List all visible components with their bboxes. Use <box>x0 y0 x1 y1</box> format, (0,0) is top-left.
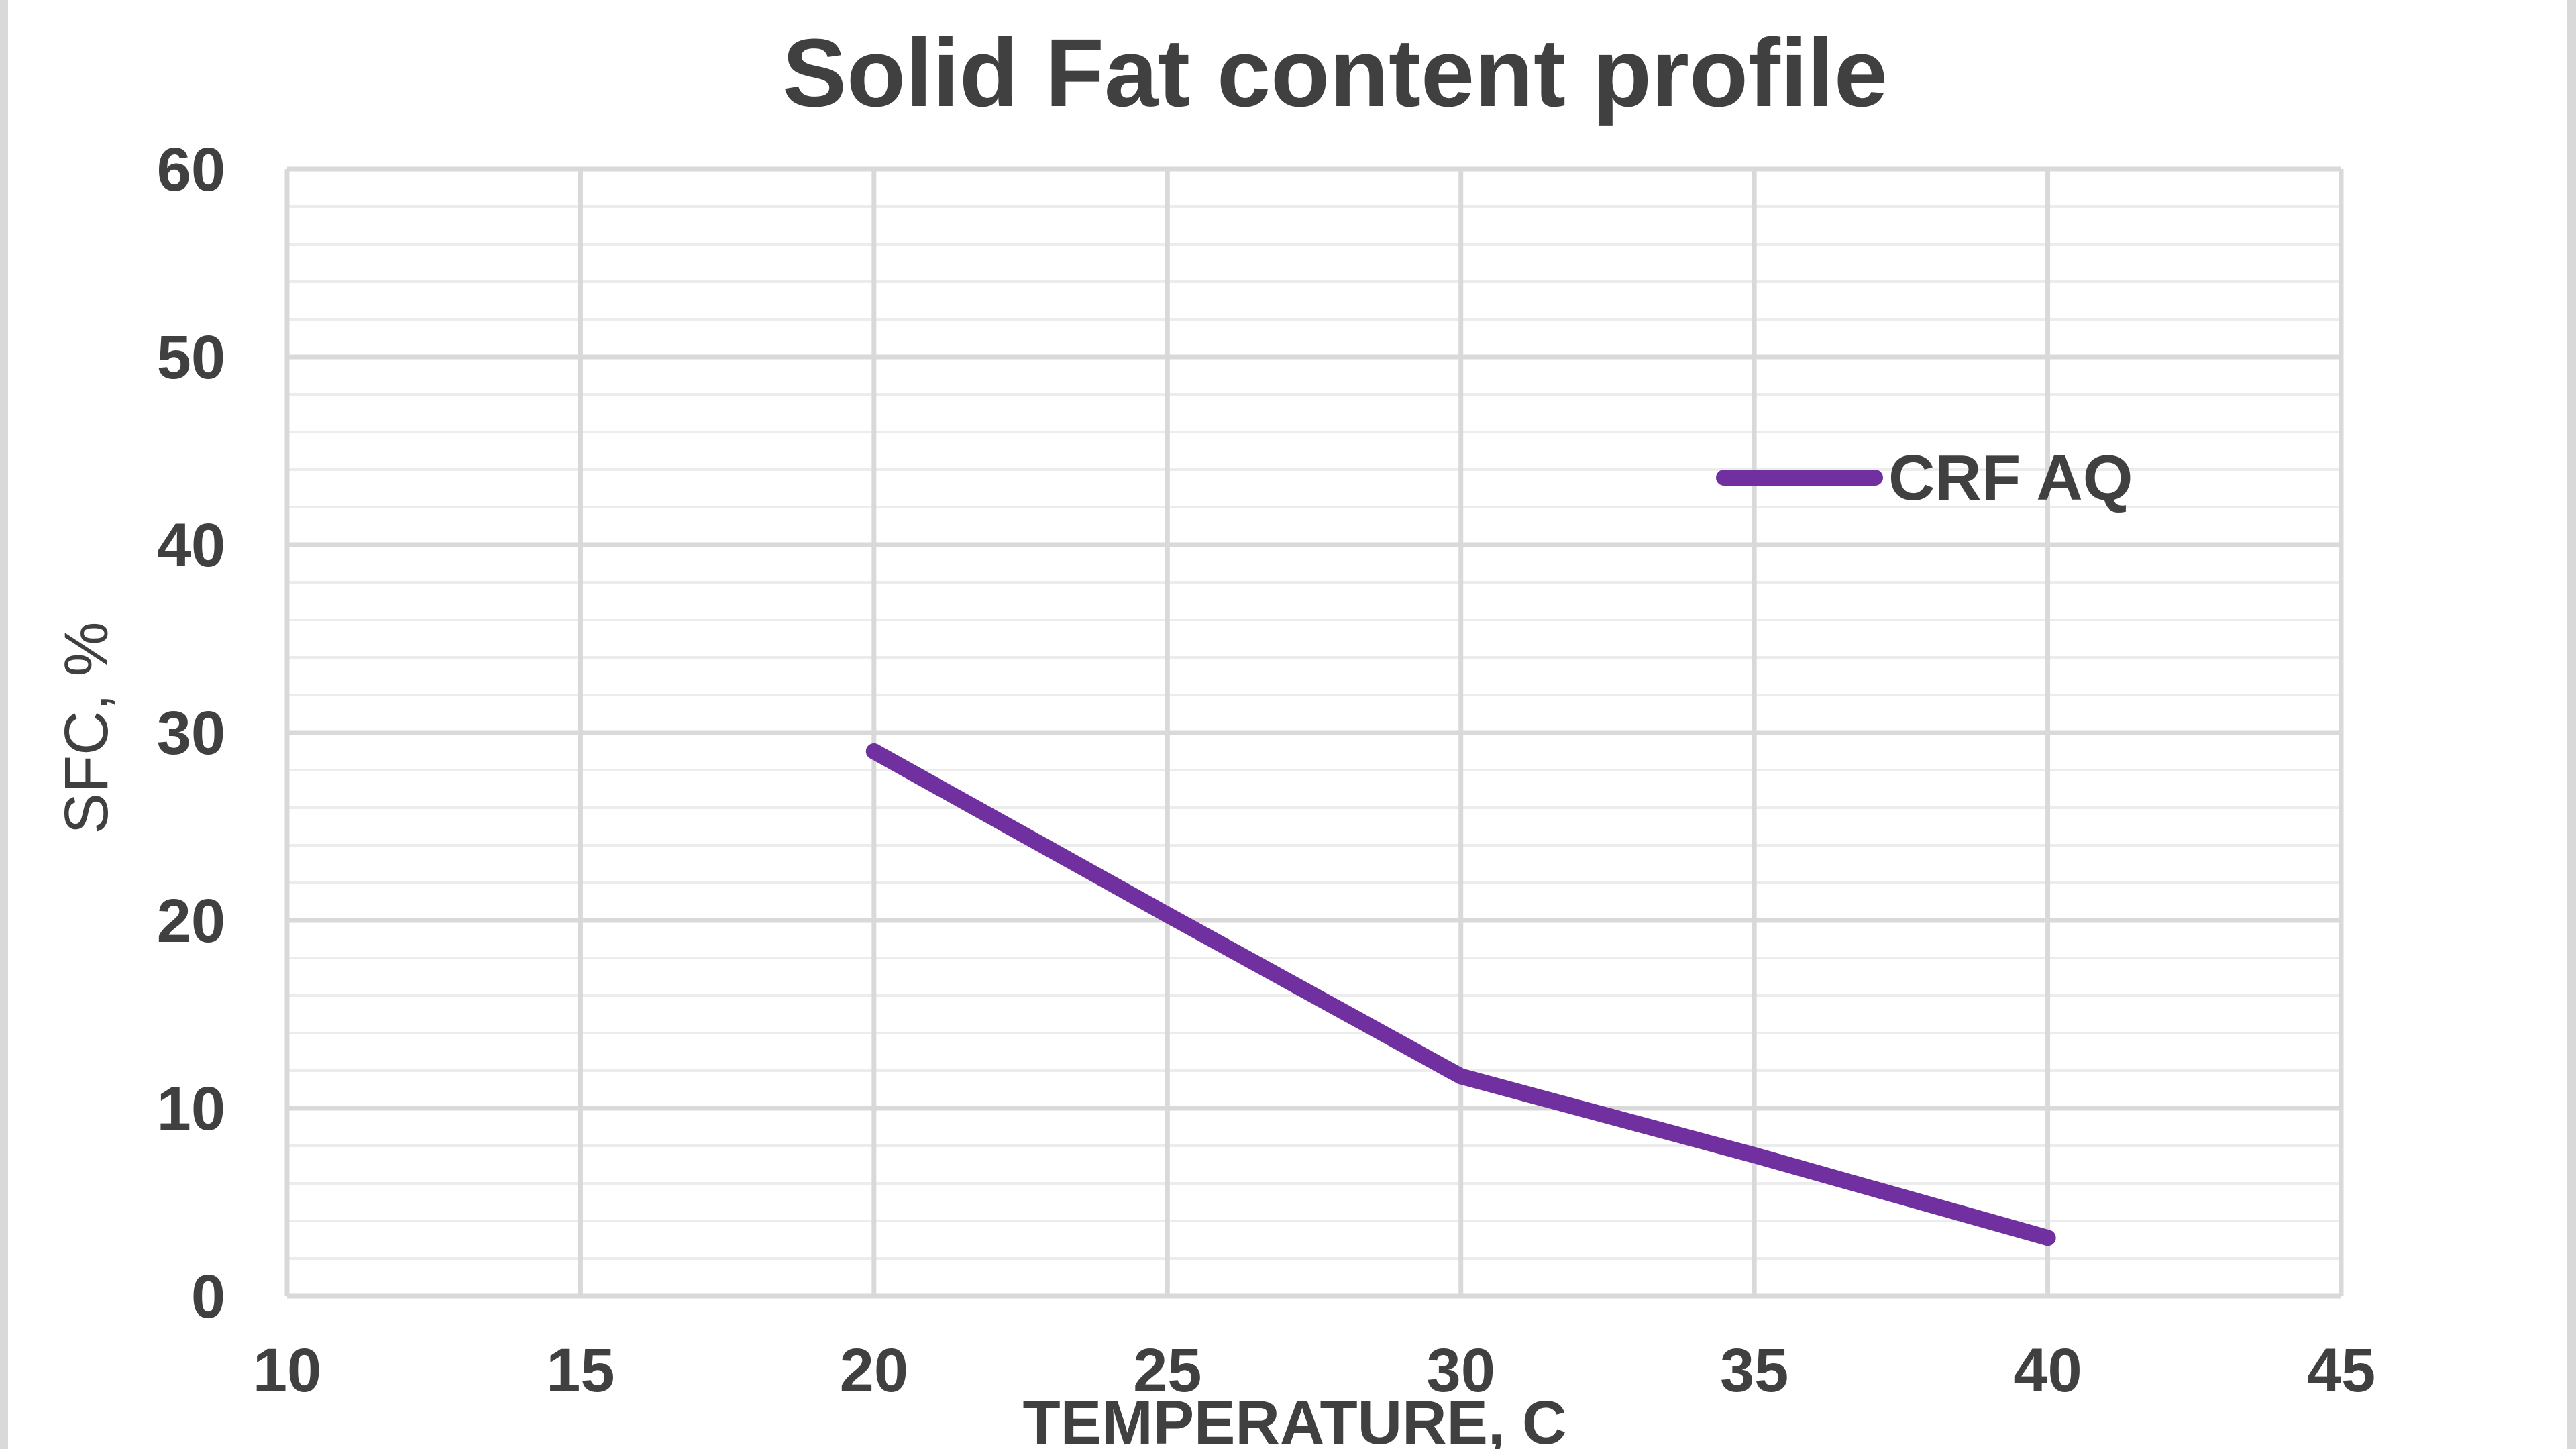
left-frame-edge <box>0 0 8 1449</box>
y-tick-label-50: 50 <box>157 323 225 392</box>
y-axis-label: SFC, % <box>52 622 121 835</box>
x-tick-label-45: 45 <box>2307 1336 2375 1405</box>
data-point-40 <box>2039 1230 2056 1246</box>
data-point-25 <box>1159 906 1176 923</box>
y-tick-label-20: 20 <box>157 887 225 955</box>
x-tick-label-10: 10 <box>253 1336 321 1405</box>
y-tick-label-0: 0 <box>191 1263 225 1331</box>
series-layer <box>865 743 2056 1246</box>
y-axis-tick-labels: 0 10 20 30 40 50 60 <box>157 136 225 1331</box>
x-tick-label-40: 40 <box>2013 1336 2082 1405</box>
data-point-35 <box>1746 1147 1763 1163</box>
right-frame-edge <box>2567 0 2576 1449</box>
x-tick-label-30: 30 <box>1427 1336 1495 1405</box>
legend: CRF AQ <box>1716 442 2133 514</box>
y-tick-label-10: 10 <box>157 1075 225 1143</box>
x-axis-tick-labels: 10 15 20 25 30 35 40 45 <box>253 1336 2375 1405</box>
x-tick-label-15: 15 <box>546 1336 614 1405</box>
chart-title: Solid Fat content profile <box>782 19 1888 127</box>
x-tick-label-25: 25 <box>1133 1336 1201 1405</box>
y-tick-label-60: 60 <box>157 136 225 204</box>
x-axis-label: TEMPERATURE, C <box>1023 1389 1567 1449</box>
y-tick-label-30: 30 <box>157 699 225 767</box>
major-gridlines <box>284 166 2344 1299</box>
x-tick-label-20: 20 <box>840 1336 908 1405</box>
y-tick-label-40: 40 <box>157 511 225 580</box>
data-point-20 <box>865 743 882 759</box>
legend-label-crf-aq: CRF AQ <box>1888 442 2133 514</box>
data-point-30 <box>1452 1068 1469 1085</box>
x-tick-label-35: 35 <box>1720 1336 1788 1405</box>
